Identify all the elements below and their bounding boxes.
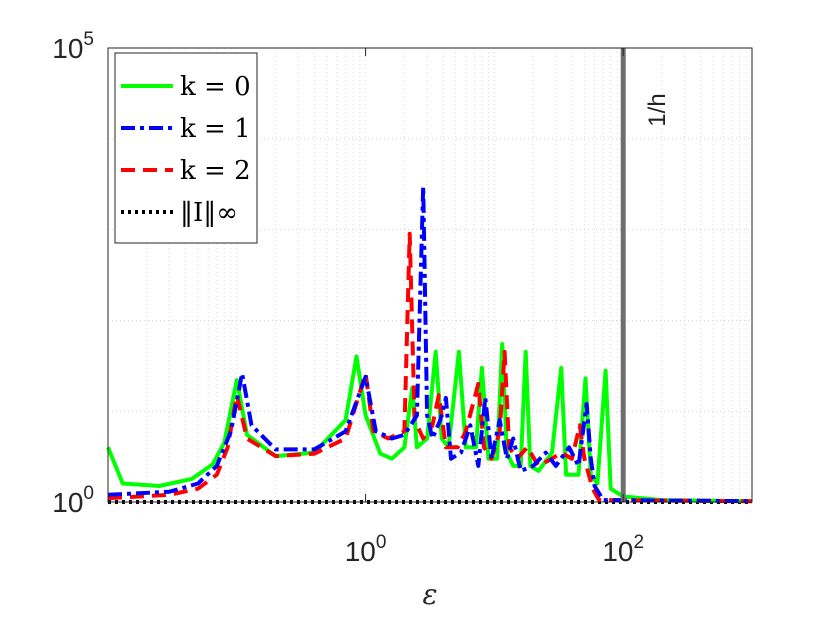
legend-label-3: ‖I‖∞ [180, 198, 238, 228]
plot-frame [107, 47, 753, 503]
series-line-2 [107, 231, 753, 504]
legend-label-0: k = 0 [180, 72, 251, 102]
x-tick-label: 100 [345, 532, 387, 567]
y-tick-label: 105 [52, 29, 94, 64]
vline-label: 1/h [644, 93, 671, 126]
x-axis-label: ε [422, 578, 437, 611]
ticks: 100 102 100 105 [52, 29, 752, 567]
legend-label-1: k = 1 [180, 114, 251, 144]
y-tick-label: 100 [52, 483, 94, 518]
grid [108, 48, 752, 502]
legend-label-2: k = 2 [180, 156, 251, 186]
series-line-1 [107, 184, 753, 504]
x-tick-label: 102 [602, 532, 644, 567]
legend: k = 0 k = 1 k = 2 ‖I‖∞ [114, 52, 258, 244]
